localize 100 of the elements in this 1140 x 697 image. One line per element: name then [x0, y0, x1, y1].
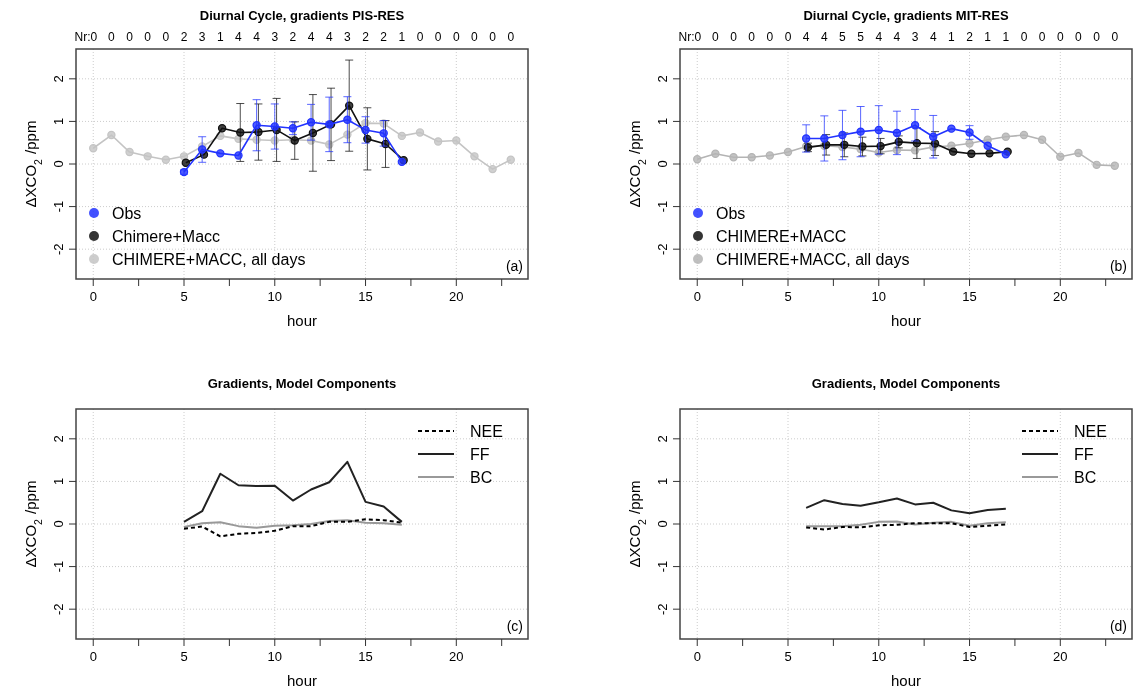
- text: 1: [948, 30, 956, 44]
- text: 3: [198, 30, 206, 44]
- y-tick-label: 1: [51, 117, 66, 126]
- text: 0: [489, 30, 497, 44]
- x-tick-label: 5: [784, 289, 792, 304]
- text: 0: [1038, 30, 1046, 44]
- chart-title: Gradients, Model Components: [811, 376, 1001, 391]
- legend-label: BC: [470, 469, 493, 486]
- legend-label: FF: [1074, 446, 1094, 463]
- x-tick-label: 15: [358, 649, 373, 664]
- y-tick-label: 2: [655, 435, 670, 443]
- annotation: (a): [505, 258, 523, 274]
- y-tick-label: 2: [51, 75, 66, 83]
- x-tick-label: 5: [180, 289, 188, 304]
- text: 2: [180, 30, 188, 44]
- annotation: (b): [1109, 258, 1127, 274]
- y-tick-label: 1: [655, 477, 670, 486]
- text: 1: [398, 30, 406, 44]
- text: 0: [1075, 30, 1083, 44]
- text: 0: [1111, 30, 1119, 44]
- text: 4: [235, 30, 243, 44]
- x-tick-label: 5: [180, 649, 188, 664]
- chart-title: Diurnal Cycle, gradients MIT-RES: [803, 8, 1009, 23]
- text: 0: [144, 30, 152, 44]
- annotation: (c): [506, 618, 523, 634]
- text: 1: [984, 30, 992, 44]
- text: 0: [162, 30, 170, 44]
- legend-label: Obs: [716, 205, 746, 222]
- text: 0: [766, 30, 774, 44]
- x-tick-label: 10: [267, 649, 283, 664]
- legend-label: NEE: [470, 423, 503, 440]
- y-tick-label: 0: [655, 160, 670, 168]
- text: Nr:0: [74, 30, 98, 44]
- x-tick-label: 20: [1053, 649, 1068, 664]
- y-tick-label: -2: [655, 243, 670, 255]
- text: 4: [325, 30, 333, 44]
- text: 2: [289, 30, 297, 44]
- x-tick-label: 20: [1053, 289, 1068, 304]
- x-axis-title: hour: [286, 672, 318, 689]
- text: 0: [784, 30, 792, 44]
- text: 0: [1093, 30, 1101, 44]
- text: 0: [108, 30, 116, 44]
- legend-label: CHIMERE+MACC, all days: [112, 251, 306, 268]
- y-tick-label: 2: [655, 75, 670, 83]
- text: 0: [126, 30, 134, 44]
- x-axis-title: hour: [286, 312, 318, 329]
- x-tick-label: 5: [784, 649, 792, 664]
- y-tick-label: 0: [655, 520, 670, 528]
- chart-title: Gradients, Model Components: [207, 376, 397, 391]
- legend-label: FF: [470, 446, 490, 463]
- text: 3: [271, 30, 279, 44]
- text: 4: [875, 30, 883, 44]
- x-axis-title: hour: [890, 672, 922, 689]
- text: 4: [307, 30, 315, 44]
- chart-title: Diurnal Cycle, gradients PIS-RES: [199, 8, 405, 23]
- y-tick-label: -2: [51, 603, 66, 615]
- x-tick-label: 15: [962, 289, 977, 304]
- text: 0: [1020, 30, 1028, 44]
- x-tick-label: 15: [358, 289, 373, 304]
- text: 2: [362, 30, 370, 44]
- text: 0: [730, 30, 738, 44]
- annotation: (d): [1109, 618, 1127, 634]
- legend-label: Chimere+Macc: [112, 228, 221, 245]
- text: 0: [434, 30, 442, 44]
- legend-label: CHIMERE+MACC: [716, 228, 847, 245]
- text: 0: [471, 30, 479, 44]
- text: 0: [748, 30, 756, 44]
- text: 0: [452, 30, 460, 44]
- text: 4: [253, 30, 261, 44]
- text: 0: [507, 30, 515, 44]
- y-tick-label: 0: [51, 160, 66, 168]
- y-tick-label: -1: [655, 560, 670, 573]
- legend-label: Obs: [112, 205, 142, 222]
- y-tick-label: -1: [51, 560, 66, 573]
- text: 4: [802, 30, 810, 44]
- text: 5: [857, 30, 865, 44]
- text: 3: [344, 30, 352, 44]
- x-tick-label: 0: [693, 289, 701, 304]
- y-tick-label: -2: [655, 603, 670, 615]
- text: 3: [911, 30, 919, 44]
- x-tick-label: 0: [89, 289, 97, 304]
- text: 4: [929, 30, 937, 44]
- text: 4: [820, 30, 828, 44]
- text: Nr:0: [678, 30, 702, 44]
- legend-label: CHIMERE+MACC, all days: [716, 251, 910, 268]
- y-tick-label: -2: [51, 243, 66, 255]
- legend-label: NEE: [1074, 423, 1107, 440]
- text: 5: [839, 30, 847, 44]
- x-tick-label: 20: [449, 649, 464, 664]
- text: 2: [380, 30, 388, 44]
- text: 2: [966, 30, 974, 44]
- text: 1: [216, 30, 224, 44]
- y-tick-label: 1: [655, 117, 670, 126]
- text: 0: [1056, 30, 1064, 44]
- y-tick-label: -1: [655, 200, 670, 213]
- text: 4: [893, 30, 901, 44]
- x-tick-label: 10: [267, 289, 283, 304]
- x-tick-label: 0: [89, 649, 97, 664]
- y-tick-label: -1: [51, 200, 66, 213]
- x-axis-title: hour: [890, 312, 922, 329]
